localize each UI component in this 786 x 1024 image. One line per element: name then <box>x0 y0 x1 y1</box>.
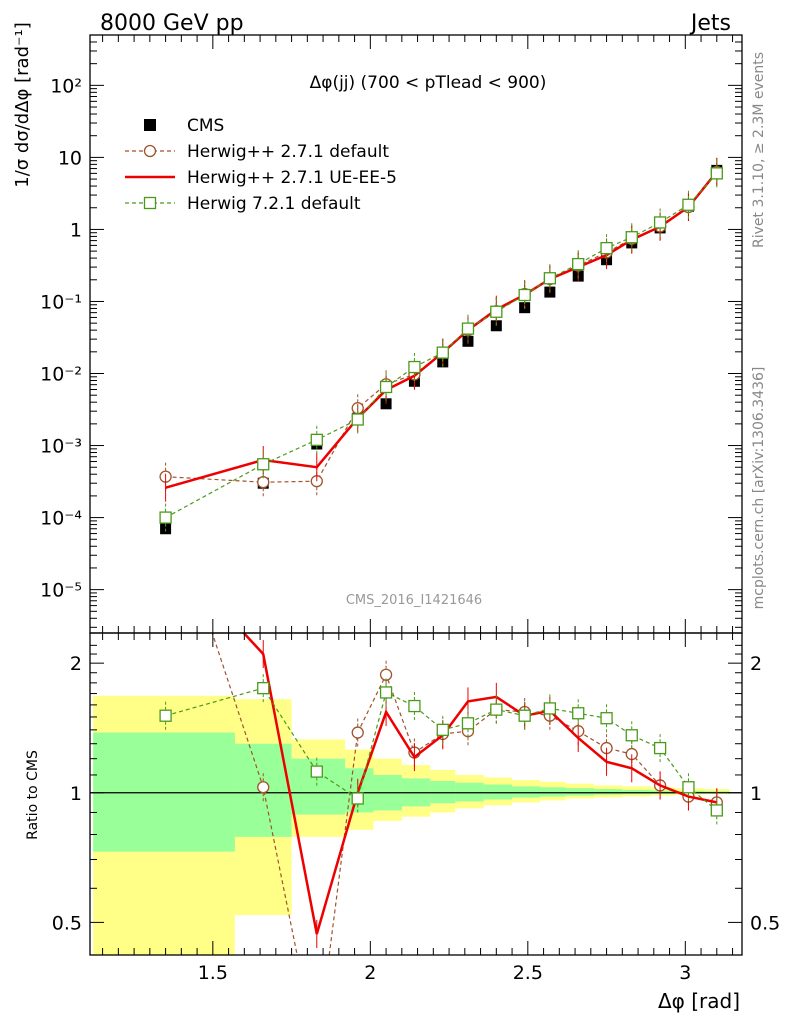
data-point <box>572 257 585 271</box>
y-tick-label-top: 10² <box>50 75 82 97</box>
data-point <box>310 433 323 446</box>
side-text-mcplots: mcplots.cern.ch [arXiv:1306.3436] <box>751 367 767 610</box>
data-point <box>600 712 613 725</box>
y-axis-label-top: 1/σ dσ/dΔφ [rad⁻¹] <box>12 22 33 188</box>
data-point <box>490 305 503 318</box>
data-point <box>351 726 364 739</box>
data-point <box>653 216 667 229</box>
ratio-frame <box>89 632 743 956</box>
x-tick-label: 2 <box>364 962 376 984</box>
y-tick-label-top: 10⁻⁴ <box>40 508 82 530</box>
legend-marker <box>144 119 156 131</box>
data-point <box>257 781 270 794</box>
series-line <box>165 172 718 519</box>
y-tick-label-ratio-right: 2 <box>750 653 762 675</box>
data-point <box>461 717 475 730</box>
data-point <box>379 686 393 699</box>
x-tick-label: 2.5 <box>513 962 543 984</box>
data-point <box>379 380 393 394</box>
data-point <box>625 729 638 742</box>
y-tick-label-top: 10⁻⁵ <box>40 580 82 602</box>
data-point <box>518 288 531 302</box>
data-point <box>572 707 585 720</box>
data-point <box>710 804 723 817</box>
data-point <box>408 360 421 374</box>
y-tick-label-top: 10⁻³ <box>40 436 82 458</box>
ratio-plot-area <box>90 633 742 955</box>
legend-marker <box>143 196 157 210</box>
data-point <box>257 681 270 695</box>
y-tick-label-ratio-right: 0.5 <box>750 912 780 934</box>
data-point <box>682 198 695 211</box>
plot-title: Δφ(jj) (700 < pTlead < 900) <box>310 73 547 93</box>
data-point <box>625 231 638 244</box>
data-point <box>600 241 613 255</box>
legend-label: Herwig 7.2.1 default <box>187 194 361 214</box>
data-point <box>490 703 503 716</box>
data-point <box>543 272 557 285</box>
x-axis-label: Δφ [rad] <box>658 989 740 1013</box>
stat-uncertainty-band <box>565 788 594 796</box>
legend-marker <box>143 144 157 158</box>
stat-uncertainty-band <box>93 732 235 852</box>
y-tick-label-ratio-right: 1 <box>750 783 762 805</box>
stat-uncertainty-band <box>540 787 566 797</box>
legend-label: Herwig++ 2.7.1 UE-EE-5 <box>187 168 397 188</box>
y-tick-label-ratio: 1 <box>70 783 82 805</box>
y-tick-label-top: 10⁻² <box>40 364 82 386</box>
x-tick-label: 1.5 <box>198 962 228 984</box>
data-point <box>351 413 364 426</box>
y-axis-label-ratio: Ratio to CMS <box>25 750 41 840</box>
legend-label: CMS <box>187 116 224 136</box>
data-point <box>490 320 502 332</box>
data-point <box>682 781 695 794</box>
data-point <box>408 699 421 713</box>
stat-uncertainty-band <box>512 786 541 798</box>
stat-uncertainty-band <box>593 789 623 795</box>
data-point <box>436 346 449 359</box>
y-tick-label-top: 10 <box>58 147 82 169</box>
data-point <box>436 723 449 737</box>
legend-label: Herwig++ 2.7.1 default <box>187 142 389 162</box>
y-tick-label-ratio: 2 <box>70 653 82 675</box>
series-line <box>211 633 717 955</box>
stat-uncertainty-band <box>483 784 513 800</box>
y-tick-label-top: 10⁻¹ <box>40 291 82 313</box>
header-right: Jets <box>689 11 731 36</box>
series-line <box>165 171 718 489</box>
watermark: CMS_2016_I1421646 <box>346 593 482 608</box>
data-point <box>543 702 557 715</box>
y-tick-label-top: 1 <box>70 219 82 241</box>
data-point <box>653 741 667 755</box>
data-point <box>257 458 270 471</box>
stat-uncertainty-band <box>622 789 651 795</box>
data-point <box>159 709 172 722</box>
data-point <box>518 709 531 722</box>
stat-uncertainty-band <box>455 782 484 802</box>
y-tick-label-ratio: 0.5 <box>52 912 82 934</box>
series-line <box>165 171 718 483</box>
data-point <box>159 511 172 524</box>
data-point <box>461 322 475 335</box>
data-point <box>710 167 723 180</box>
data-point <box>257 476 270 489</box>
top-plot-area <box>159 157 723 535</box>
data-point <box>351 792 364 805</box>
x-tick-label: 3 <box>679 962 691 984</box>
data-point <box>310 765 323 778</box>
side-text-rivet: Rivet 3.1.10, ≥ 2.3M events <box>751 52 767 248</box>
header-left: 8000 GeV pp <box>100 11 244 36</box>
